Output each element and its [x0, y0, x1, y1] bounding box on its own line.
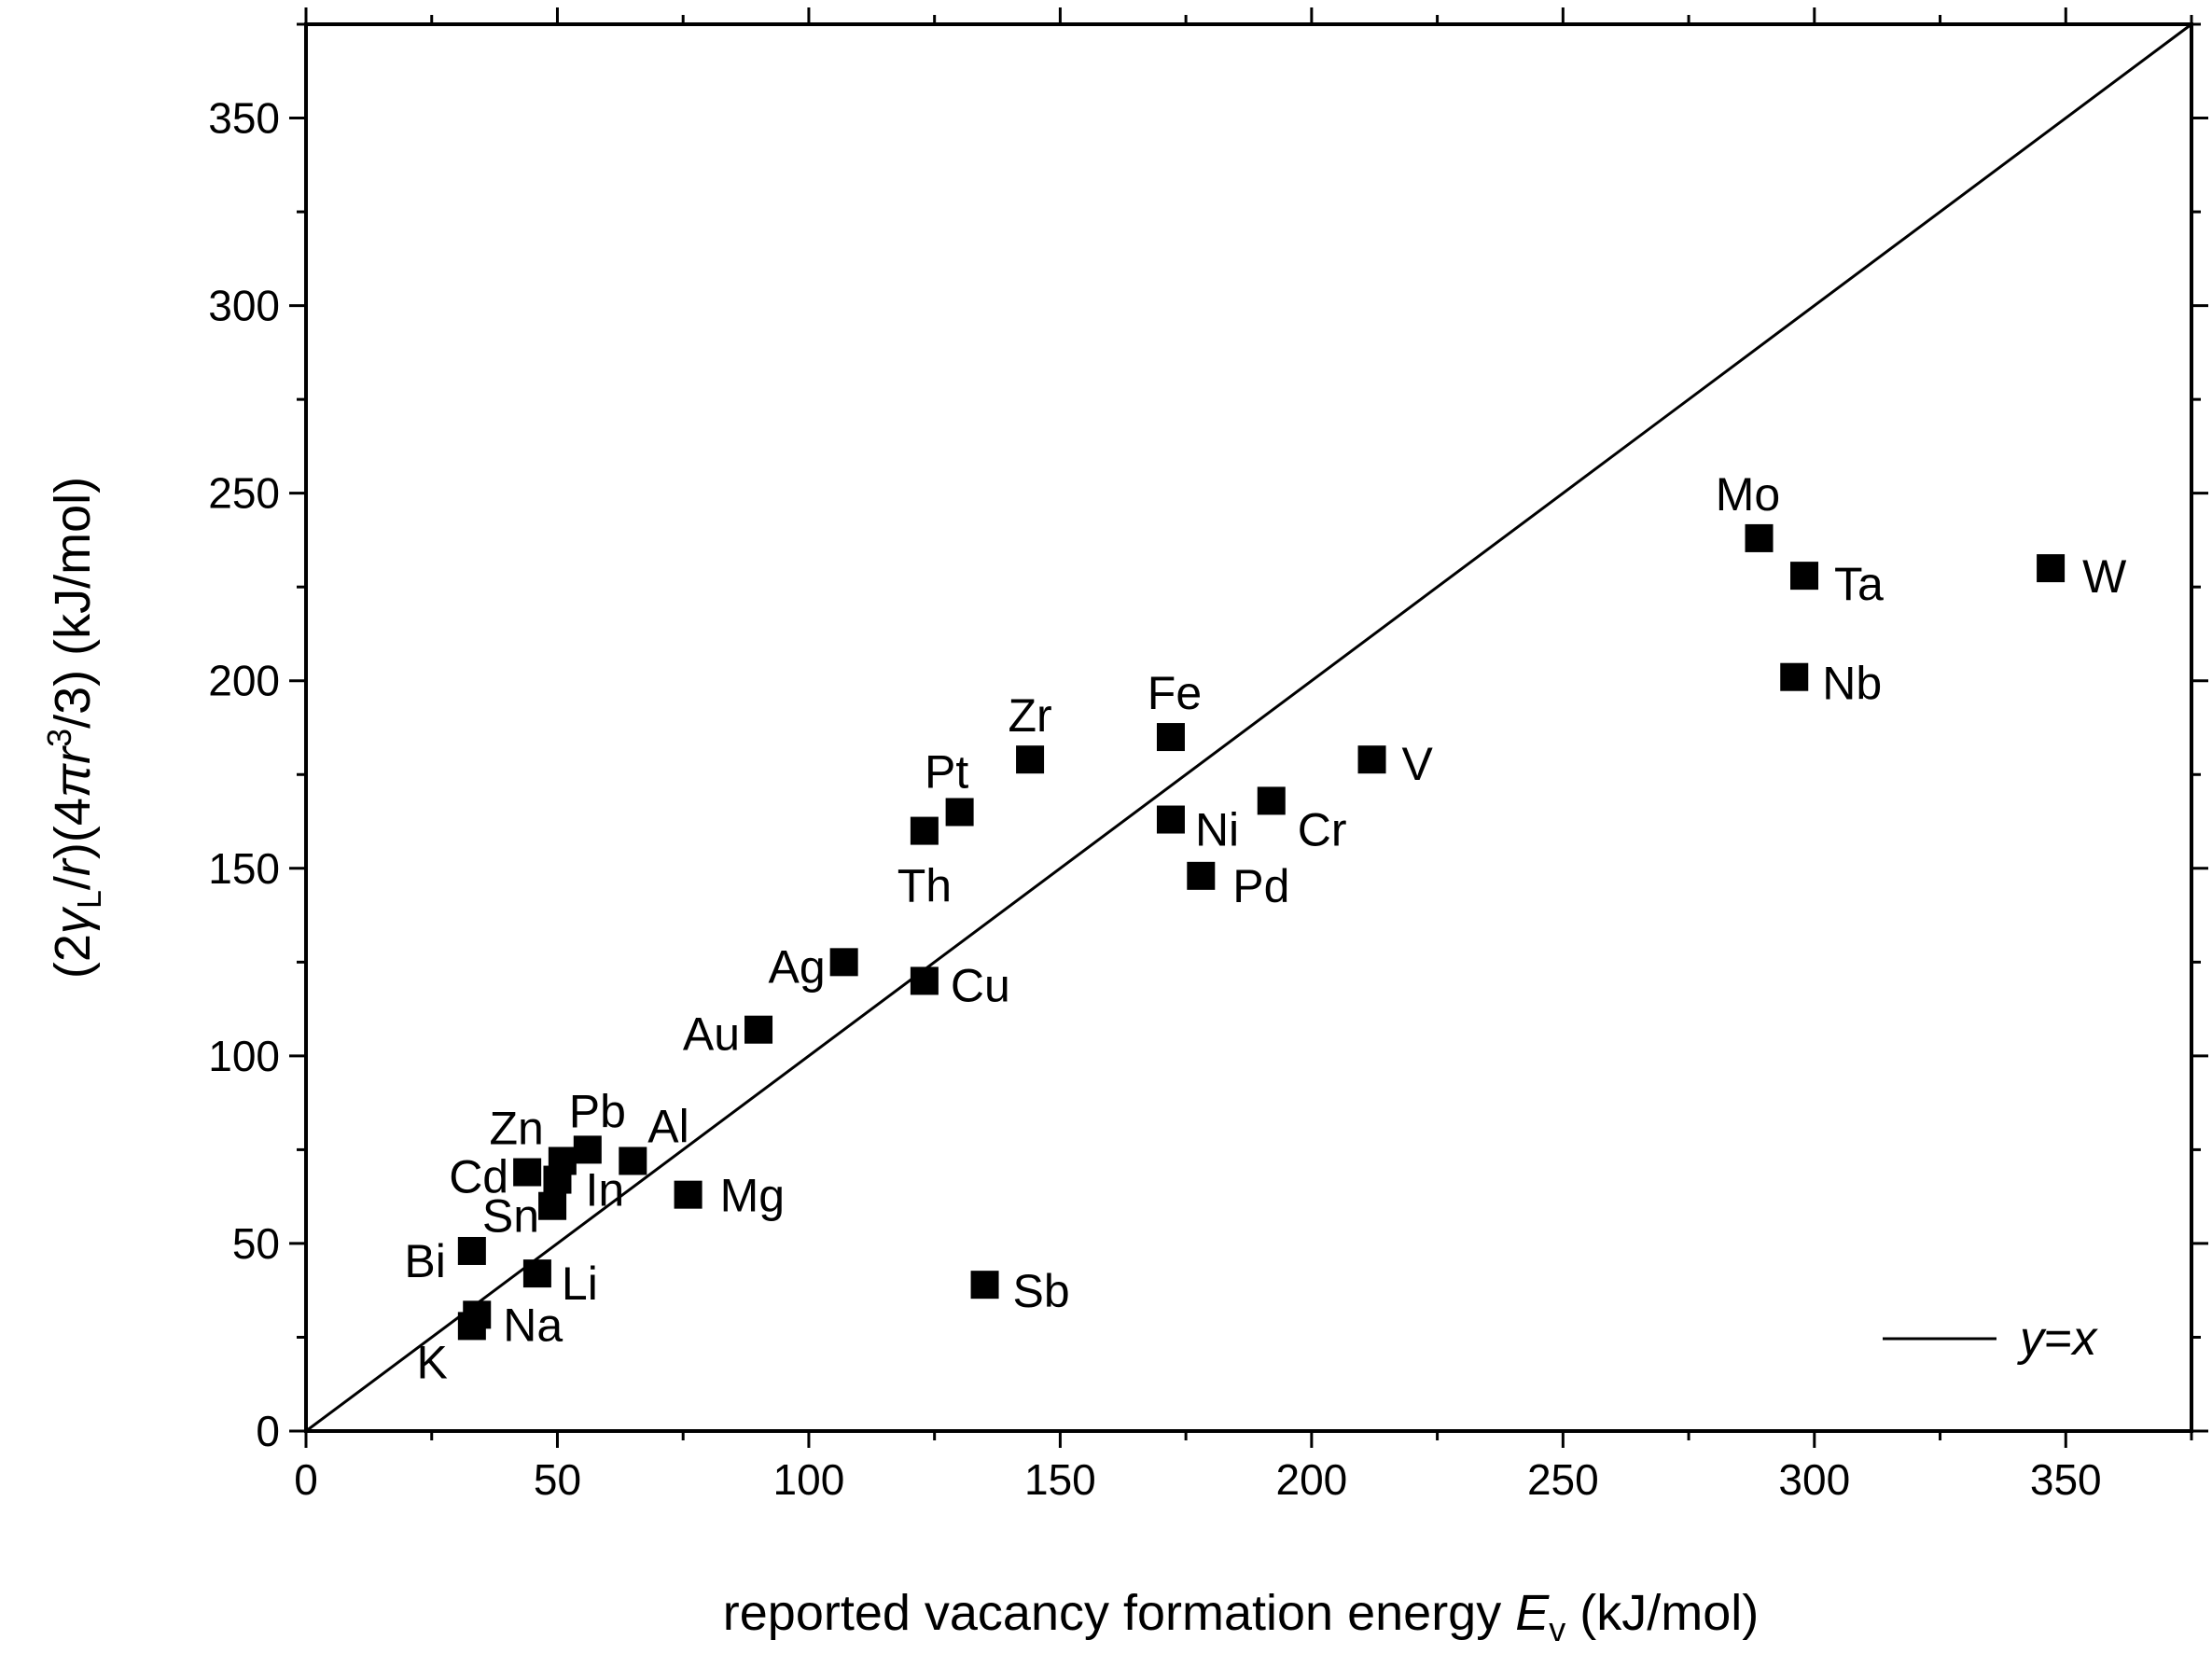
y-tick-label: 250	[208, 469, 280, 518]
legend-label: y=x	[2017, 1312, 2098, 1366]
x-axis-title: reported vacancy formation energy Ev (kJ…	[723, 1585, 1759, 1648]
point-zr	[1016, 745, 1045, 774]
point-label-zn: Zn	[489, 1102, 543, 1154]
point-sb	[970, 1271, 999, 1300]
point-th	[910, 816, 939, 845]
point-label-li: Li	[562, 1258, 598, 1310]
x-tick-label: 200	[1275, 1455, 1347, 1504]
point-cu	[910, 966, 939, 995]
y-tick-label: 350	[208, 94, 280, 143]
point-zn	[548, 1147, 577, 1175]
point-na	[463, 1300, 492, 1329]
point-pt	[945, 798, 974, 827]
point-label-sb: Sb	[1013, 1265, 1070, 1317]
point-label-sn: Sn	[482, 1190, 539, 1243]
point-pd	[1187, 861, 1216, 890]
point-label-fe: Fe	[1148, 667, 1202, 719]
point-li	[522, 1259, 551, 1288]
point-label-na: Na	[503, 1299, 563, 1351]
y-tick-label: 0	[256, 1407, 280, 1455]
point-au	[744, 1015, 773, 1044]
data-points	[457, 523, 2066, 1341]
point-label-in: In	[585, 1164, 624, 1216]
point-label-al: Al	[647, 1100, 689, 1152]
point-ag	[829, 948, 858, 977]
point-sn	[538, 1191, 567, 1220]
point-label-cd: Cd	[449, 1151, 508, 1203]
point-w	[2037, 554, 2066, 583]
point-label-au: Au	[683, 1008, 740, 1061]
reference-line	[305, 22, 2192, 1433]
point-cr	[1257, 786, 1286, 815]
x-tick-label: 0	[294, 1455, 318, 1504]
point-label-bi: Bi	[404, 1235, 445, 1287]
point-ta	[1790, 562, 1819, 591]
point-fe	[1156, 723, 1185, 752]
x-axis-ticks: 0 50 100 150 200 250 300 350	[294, 7, 2193, 1504]
point-label-pd: Pd	[1232, 860, 1289, 912]
point-ni	[1156, 805, 1185, 834]
y-axis-title: (2γL/r)(4πr3/3) (kJ/mol)	[40, 477, 108, 979]
y-tick-label: 200	[208, 657, 280, 705]
y-tick-label: 100	[208, 1032, 280, 1080]
point-label-mg: Mg	[720, 1170, 785, 1222]
point-mo	[1745, 523, 1774, 552]
point-label-w: W	[2082, 550, 2127, 603]
point-bi	[457, 1236, 486, 1265]
point-label-mo: Mo	[1716, 468, 1780, 521]
x-tick-label: 300	[1778, 1455, 1850, 1504]
y-tick-label: 50	[232, 1219, 280, 1268]
point-label-pt: Pt	[925, 745, 968, 798]
point-label-cr: Cr	[1298, 803, 1347, 855]
point-label-k: K	[416, 1336, 447, 1388]
point-pb	[573, 1135, 602, 1164]
x-tick-label: 150	[1024, 1455, 1096, 1504]
point-label-cu: Cu	[951, 959, 1010, 1011]
point-label-ta: Ta	[1834, 558, 1884, 610]
x-tick-label: 50	[534, 1455, 581, 1504]
point-label-th: Th	[897, 860, 952, 912]
point-al	[619, 1147, 647, 1175]
x-tick-label: 350	[2030, 1455, 2102, 1504]
point-label-nb: Nb	[1822, 658, 1882, 710]
point-label-pb: Pb	[569, 1085, 626, 1137]
point-label-zr: Zr	[1008, 689, 1051, 742]
x-tick-label: 250	[1527, 1455, 1599, 1504]
point-label-ag: Ag	[768, 940, 825, 993]
point-label-v: V	[1402, 738, 1434, 790]
y-tick-label: 150	[208, 844, 280, 893]
point-v	[1357, 745, 1386, 774]
y-tick-label: 300	[208, 282, 280, 330]
point-label-ni: Ni	[1195, 804, 1239, 856]
point-nb	[1780, 662, 1809, 691]
x-tick-label: 100	[773, 1455, 845, 1504]
y-axis-ticks: 0 50 100 150 200 250 300 350	[208, 22, 2208, 1455]
plot-area-frame	[304, 22, 2193, 1433]
point-mg	[674, 1180, 703, 1209]
point-cd	[513, 1158, 542, 1187]
legend: y=x	[1883, 1312, 2098, 1366]
